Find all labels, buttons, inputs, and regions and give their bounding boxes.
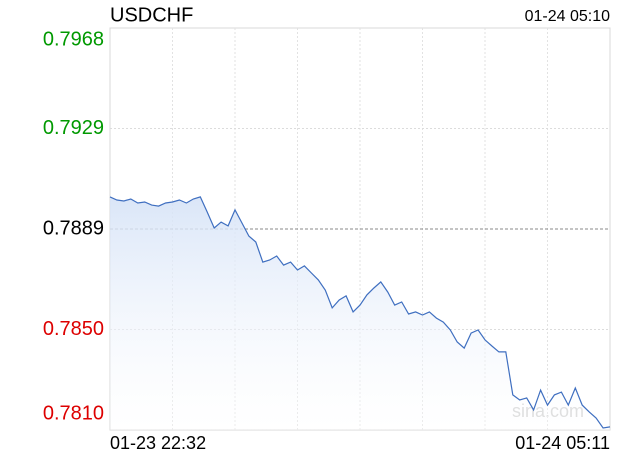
y-tick-label: 0.7810 — [43, 402, 104, 424]
y-tick-label: 0.7968 — [43, 28, 104, 50]
y-tick-label: 0.7889 — [43, 217, 104, 239]
y-tick-label: 0.7850 — [43, 318, 104, 340]
x-tick-label: 01-24 05:11 — [515, 433, 610, 453]
x-tick-label: 01-23 22:32 — [110, 433, 206, 453]
area — [110, 196, 610, 430]
timestamp: 01-24 05:10 — [525, 8, 611, 25]
price-line — [109, 196, 611, 429]
chart-title: USDCHF — [110, 4, 193, 26]
y-tick-label: 0.7929 — [43, 117, 104, 139]
